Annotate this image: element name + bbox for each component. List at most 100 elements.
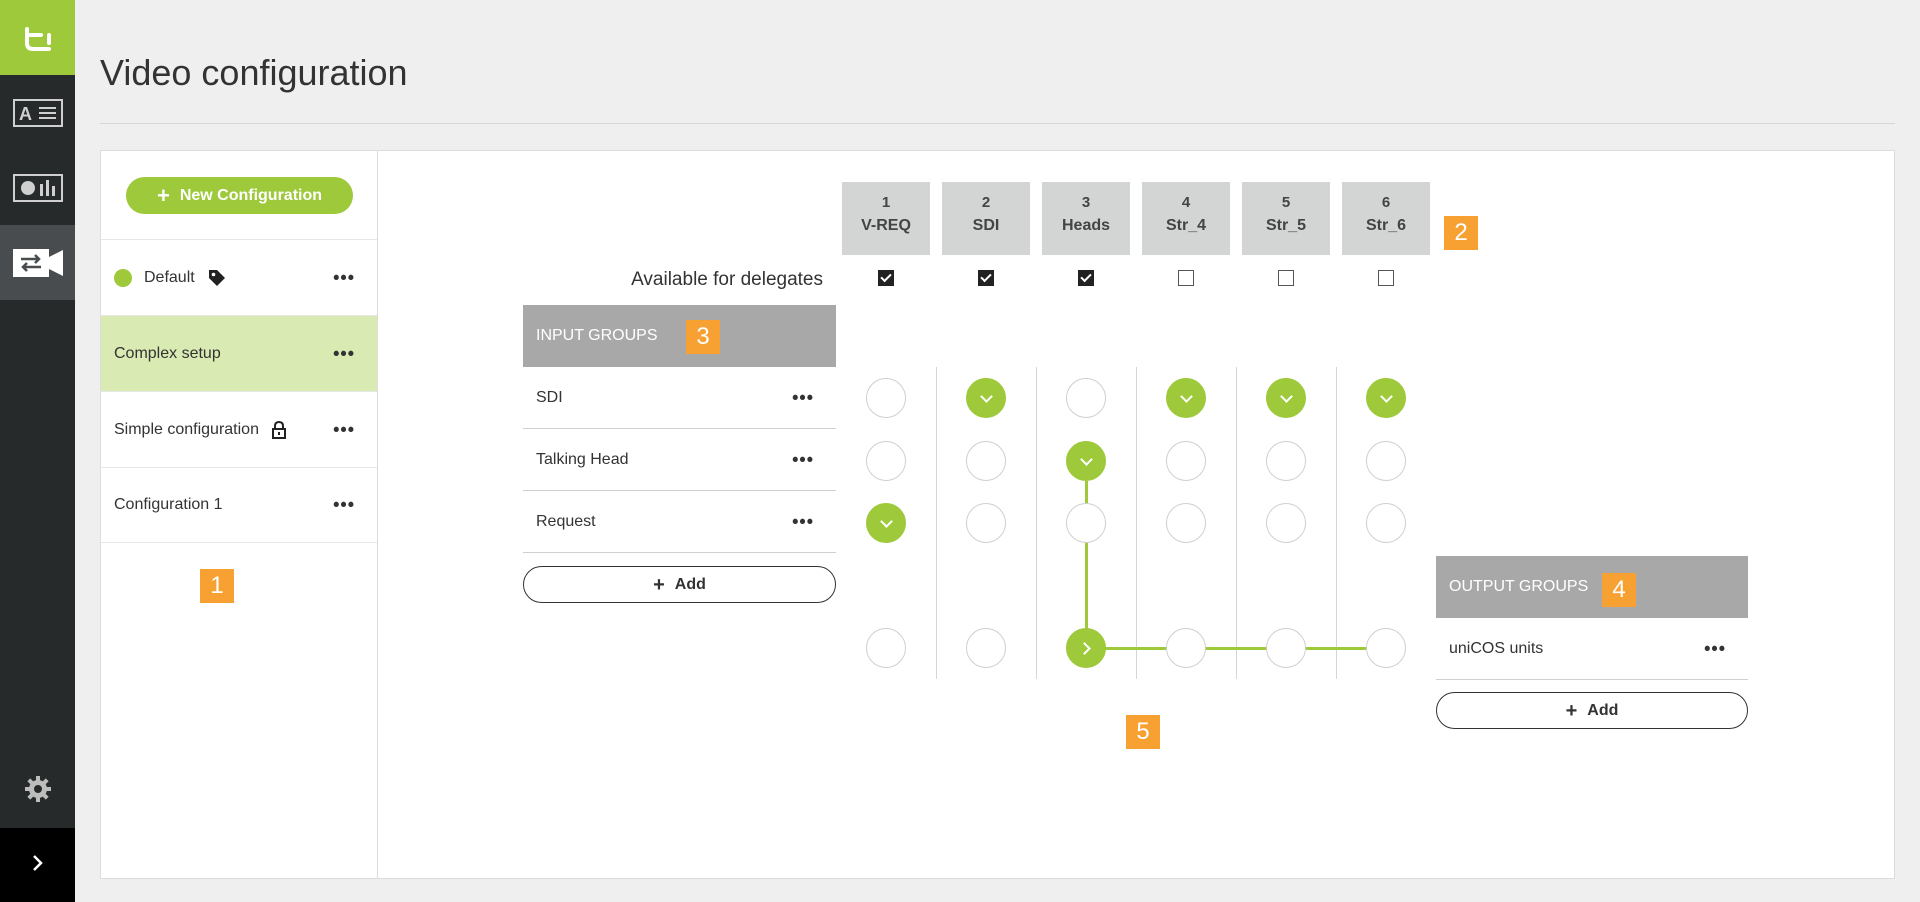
more-options-icon[interactable]: ••• — [333, 419, 355, 439]
delegate-checkbox-3[interactable] — [1078, 270, 1094, 286]
config-item-configuration-1[interactable]: Configuration 1 ••• — [101, 467, 377, 543]
column-header-3[interactable]: 3 Heads — [1042, 182, 1130, 255]
matrix-node-output-3[interactable] — [1066, 628, 1106, 668]
matrix-node-output-4[interactable] — [1166, 628, 1206, 668]
input-groups-title: INPUT GROUPS — [536, 327, 658, 344]
column-header-6[interactable]: 6 Str_6 — [1342, 182, 1430, 255]
column-header-2[interactable]: 2 SDI — [942, 182, 1030, 255]
routing-line-vertical — [1085, 481, 1088, 649]
matrix-node-sdi-2[interactable] — [966, 378, 1006, 418]
grid-divider — [1036, 367, 1037, 679]
divider — [100, 123, 1895, 124]
matrix-node-sdi-5[interactable] — [1266, 378, 1306, 418]
matrix-node-talking-head-6[interactable] — [1366, 441, 1406, 481]
delegate-checkbox-1[interactable] — [878, 270, 894, 286]
column-label: Str_5 — [1265, 217, 1307, 234]
column-number: 1 — [881, 194, 891, 211]
config-item-label: Configuration 1 — [114, 496, 223, 513]
matrix-node-talking-head-4[interactable] — [1166, 441, 1206, 481]
callout-badge-3: 3 — [686, 320, 720, 354]
input-group-row-talking-head[interactable]: Talking Head ••• — [523, 429, 836, 491]
delegate-checkbox-2[interactable] — [978, 270, 994, 286]
config-item-complex-setup[interactable]: Complex setup ••• — [101, 315, 377, 391]
matrix-node-output-5[interactable] — [1266, 628, 1306, 668]
matrix-node-request-4[interactable] — [1166, 503, 1206, 543]
new-configuration-label: New Configuration — [179, 186, 323, 204]
callout-badge-4: 4 — [1602, 573, 1636, 607]
tc-logo-icon[interactable] — [0, 0, 75, 75]
matrix-node-request-2[interactable] — [966, 503, 1006, 543]
more-options-icon[interactable]: ••• — [792, 387, 814, 407]
grid-divider — [1136, 367, 1137, 679]
side-nav: A — [0, 0, 75, 902]
tag-icon — [207, 268, 227, 288]
config-item-label: Default — [144, 268, 195, 286]
input-group-label: Talking Head — [536, 450, 629, 468]
more-options-icon[interactable]: ••• — [333, 267, 355, 287]
add-label: Add — [1587, 701, 1619, 719]
input-groups-header: INPUT GROUPS — [523, 305, 836, 367]
more-options-icon[interactable]: ••• — [792, 511, 814, 531]
matrix-node-talking-head-2[interactable] — [966, 441, 1006, 481]
matrix-node-request-6[interactable] — [1366, 503, 1406, 543]
grid-divider — [1236, 367, 1237, 679]
column-label: Heads — [1061, 217, 1111, 234]
matrix-node-sdi-4[interactable] — [1166, 378, 1206, 418]
column-header-1[interactable]: 1 V-REQ — [842, 182, 930, 255]
column-number: 3 — [1081, 194, 1091, 211]
config-item-default[interactable]: Default ••• — [101, 239, 377, 315]
delegate-checkbox-6[interactable] — [1378, 270, 1394, 286]
matrix-node-sdi-1[interactable] — [866, 378, 906, 418]
config-item-simple-configuration[interactable]: Simple configuration ••• — [101, 391, 377, 467]
new-configuration-button[interactable]: + New Configuration — [126, 177, 353, 214]
more-options-icon[interactable]: ••• — [333, 343, 355, 363]
matrix-node-request-1[interactable] — [866, 503, 906, 543]
more-options-icon[interactable]: ••• — [333, 494, 355, 515]
matrix-node-output-6[interactable] — [1366, 628, 1406, 668]
output-groups-title: OUTPUT GROUPS — [1449, 578, 1589, 595]
column-number: 2 — [981, 194, 991, 211]
output-groups-header: OUTPUT GROUPS — [1436, 556, 1748, 618]
input-group-label: Request — [536, 512, 596, 530]
plus-icon: + — [156, 182, 170, 208]
grid-divider — [1336, 367, 1337, 679]
column-header-4[interactable]: 4 Str_4 — [1142, 182, 1230, 255]
matrix-node-talking-head-5[interactable] — [1266, 441, 1306, 481]
svg-text:A: A — [19, 104, 32, 124]
matrix-node-sdi-3[interactable] — [1066, 378, 1106, 418]
input-group-row-request[interactable]: Request ••• — [523, 491, 836, 553]
matrix-node-output-1[interactable] — [866, 628, 906, 668]
column-number: 6 — [1381, 194, 1391, 211]
callout-badge-5: 5 — [1126, 715, 1160, 749]
more-options-icon[interactable]: ••• — [792, 449, 814, 469]
plus-icon: + — [1565, 699, 1578, 722]
column-label: Str_6 — [1365, 217, 1407, 234]
matrix-node-sdi-6[interactable] — [1366, 378, 1406, 418]
lock-icon — [271, 420, 287, 440]
matrix-node-talking-head-1[interactable] — [866, 441, 906, 481]
input-group-label: SDI — [536, 388, 563, 406]
available-for-delegates-label: Available for delegates — [631, 269, 823, 290]
delegate-checkbox-4[interactable] — [1178, 270, 1194, 286]
add-output-group-button[interactable]: + Add — [1436, 692, 1748, 729]
add-label: Add — [674, 575, 706, 593]
more-options-icon[interactable]: ••• — [1704, 638, 1726, 658]
callout-badge-2: 2 — [1444, 216, 1478, 250]
configuration-list: + New Configuration Default ••• Complex … — [101, 151, 378, 878]
dashboard-chart-icon[interactable] — [0, 150, 75, 225]
input-group-row-sdi[interactable]: SDI ••• — [523, 367, 836, 429]
active-status-dot — [114, 268, 132, 287]
matrix-node-talking-head-3[interactable] — [1066, 441, 1106, 481]
matrix-node-request-5[interactable] — [1266, 503, 1306, 543]
column-header-5[interactable]: 5 Str_5 — [1242, 182, 1330, 255]
callout-badge-1: 1 — [200, 569, 234, 603]
video-routing-icon[interactable] — [0, 225, 75, 300]
gear-icon[interactable] — [0, 751, 75, 826]
expand-nav-button[interactable] — [0, 828, 75, 902]
matrix-node-request-3[interactable] — [1066, 503, 1106, 543]
delegate-checkbox-5[interactable] — [1278, 270, 1294, 286]
output-group-row-unicos-units[interactable]: uniCOS units ••• — [1436, 618, 1748, 680]
text-editor-icon[interactable]: A — [0, 75, 75, 150]
matrix-node-output-2[interactable] — [966, 628, 1006, 668]
add-input-group-button[interactable]: + Add — [523, 566, 836, 603]
